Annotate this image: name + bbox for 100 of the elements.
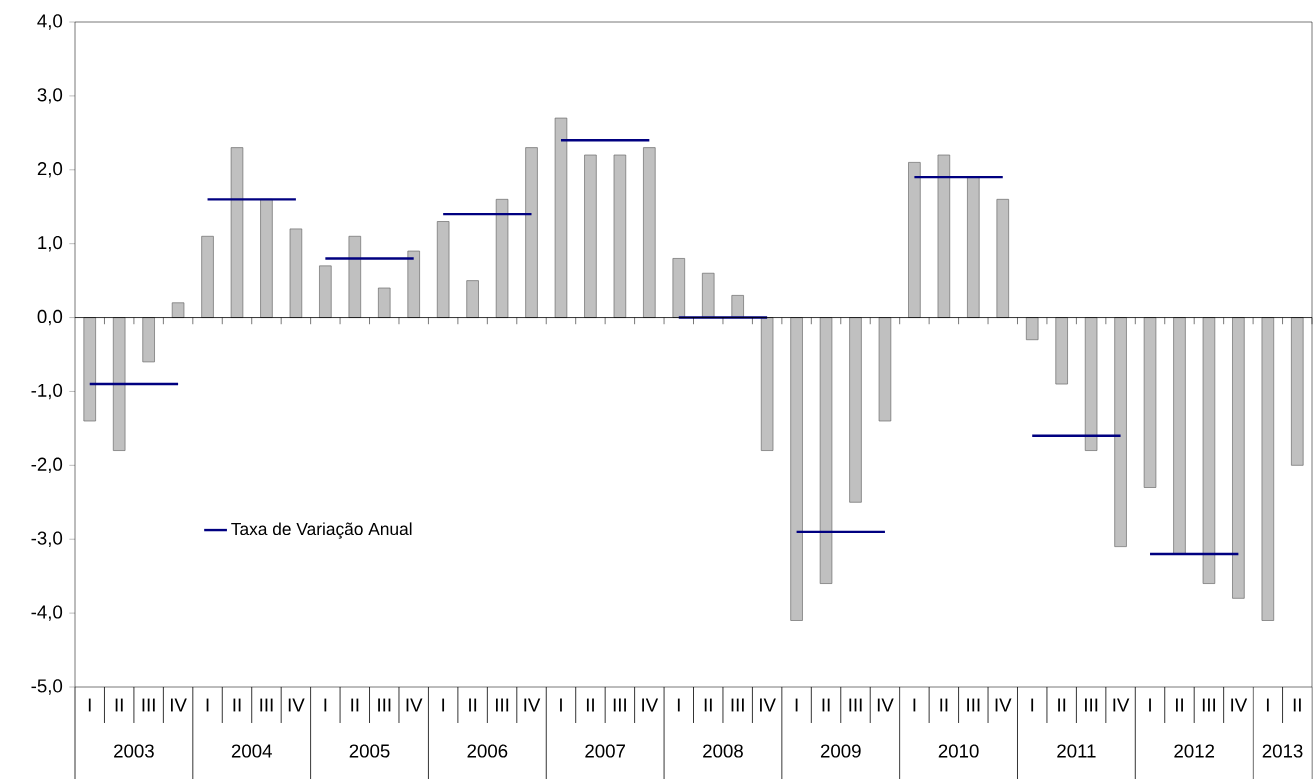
text: 2013 <box>1262 744 1303 758</box>
y-tick-label: 4,0 <box>37 14 63 30</box>
bar <box>1025 317 1039 341</box>
y-tick-label: -2,0 <box>31 457 63 474</box>
text: 2012 <box>1174 744 1215 758</box>
x-tick-label: I <box>913 698 916 712</box>
bar <box>1055 317 1068 385</box>
bar <box>996 199 1009 318</box>
x-tick-label: II <box>704 698 712 712</box>
y-tick-label: -1,0 <box>31 383 63 400</box>
x-tick-label: II <box>586 698 594 712</box>
bar <box>260 199 273 318</box>
bar <box>967 176 980 318</box>
legend-label: Taxa de Variação Anual <box>231 522 412 539</box>
y-tick-label: -4,0 <box>31 605 63 621</box>
bar <box>142 317 155 363</box>
bar <box>83 317 96 422</box>
bar <box>495 199 509 318</box>
bar <box>702 272 715 318</box>
x-tick-label: II <box>115 698 123 712</box>
x-tick-label: IV <box>170 698 187 712</box>
bar <box>937 154 951 318</box>
x-tick-label: III <box>378 698 391 712</box>
x-tick-label: II <box>351 698 359 712</box>
x-tick-label: I <box>324 698 327 712</box>
bar <box>819 317 833 584</box>
x-tick-label: II <box>1058 698 1066 712</box>
bar <box>908 162 921 318</box>
text: 2005 <box>349 744 390 758</box>
bar <box>1261 317 1275 621</box>
x-tick-label: III <box>142 698 155 712</box>
bar <box>378 287 391 318</box>
y-tick-label: 1,0 <box>38 235 63 252</box>
bar <box>1114 317 1127 547</box>
text: 2004 <box>231 744 272 758</box>
bar <box>1143 317 1157 488</box>
x-tick-label: I <box>1266 698 1269 712</box>
text: 2008 <box>703 744 743 758</box>
x-tick-label: I <box>677 698 680 712</box>
x-tick-label: III <box>1085 698 1098 712</box>
x-tick-label: IV <box>642 698 659 712</box>
x-tick-label: I <box>1031 698 1034 712</box>
x-tick-label: I <box>560 698 562 712</box>
bar <box>731 295 744 318</box>
x-tick-label: III <box>849 698 862 712</box>
x-tick-label: I <box>206 698 209 712</box>
bar <box>878 317 892 422</box>
x-tick-label: IV <box>406 698 423 712</box>
bar <box>1173 317 1186 555</box>
bar <box>584 154 597 318</box>
text: 2009 <box>820 744 861 758</box>
x-tick-label: IV <box>288 698 305 712</box>
text: 2007 <box>585 744 625 758</box>
bar <box>1202 317 1216 584</box>
y-tick-label: 3,0 <box>37 88 63 104</box>
x-tick-label: IV <box>1113 698 1130 712</box>
x-tick-label: II <box>469 698 477 712</box>
x-tick-label: IV <box>1231 698 1248 712</box>
x-tick-label: I <box>88 698 91 712</box>
text: 2011 <box>1057 744 1096 758</box>
bar <box>1291 317 1304 466</box>
bar <box>790 317 803 621</box>
x-tick-label: II <box>1176 698 1183 712</box>
bar <box>1084 317 1098 451</box>
bar <box>171 302 185 318</box>
x-tick-label: I <box>442 698 445 712</box>
x-tick-label: II <box>940 698 948 712</box>
x-tick-label: I <box>795 698 798 712</box>
x-tick-label: IV <box>524 698 541 712</box>
y-tick-label: -5,0 <box>31 679 63 695</box>
bar <box>407 250 420 318</box>
bar <box>643 147 656 318</box>
x-tick-label: IV <box>877 698 894 712</box>
bar <box>319 265 332 318</box>
bar <box>201 235 214 318</box>
bar <box>849 317 862 503</box>
bar <box>289 228 303 318</box>
bar <box>760 317 774 451</box>
bar <box>672 258 686 318</box>
x-tick-label: III <box>731 698 744 712</box>
y-tick-label: 0,0 <box>37 309 63 326</box>
bar <box>1232 317 1245 599</box>
y-tick-label: -3,0 <box>31 531 63 547</box>
text: 2003 <box>114 744 154 758</box>
bar <box>613 154 627 318</box>
bar <box>466 280 479 318</box>
bar <box>525 147 538 318</box>
x-tick-label: IV <box>760 698 776 712</box>
bar <box>348 235 362 318</box>
bar <box>230 147 244 318</box>
y-tick-label: 2,0 <box>37 162 63 178</box>
text: 2006 <box>467 744 508 758</box>
x-tick-label: II <box>233 698 241 712</box>
x-tick-label: I <box>1149 698 1151 712</box>
x-tick-label: III <box>967 698 980 712</box>
x-tick-label: III <box>496 698 509 712</box>
x-tick-label: II <box>1293 698 1301 712</box>
x-tick-label: IV <box>995 698 1012 712</box>
x-tick-label: III <box>613 698 626 712</box>
x-tick-label: III <box>1202 698 1216 712</box>
